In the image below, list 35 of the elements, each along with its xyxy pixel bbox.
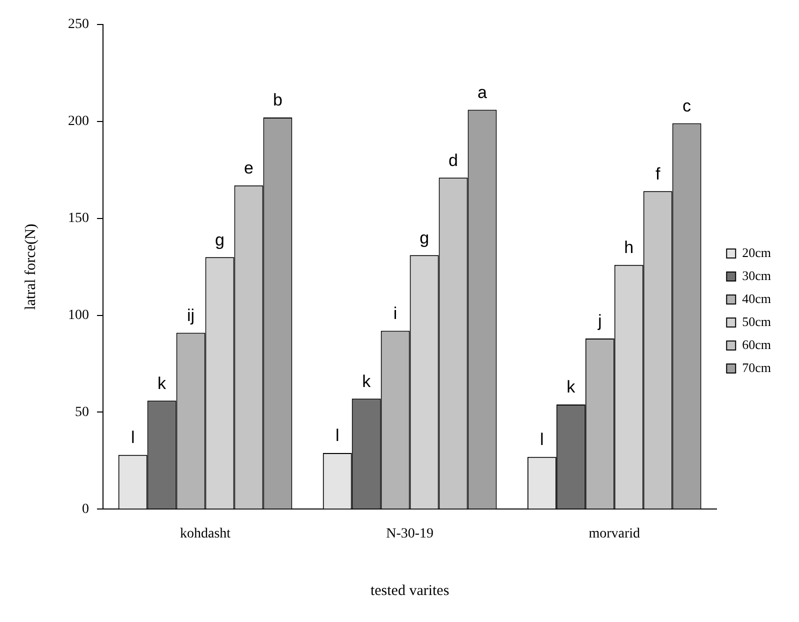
legend-label: 40cm [742,290,772,306]
y-tick-label: 250 [68,17,89,32]
data-label: a [478,82,488,102]
x-axis-title: tested varites [370,582,450,599]
data-label: f [655,164,660,184]
y-tick-label: 150 [68,210,89,226]
x-tick-label: N-30-19 [386,526,434,542]
y-tick-label: 100 [68,308,89,323]
data-label: ij [187,306,195,325]
y-axis-title: latral force(N) [22,224,39,310]
y-tick-label: 0 [82,502,89,517]
data-label: d [448,150,458,170]
data-label: l [540,430,544,450]
data-label: k [158,374,167,393]
data-label: e [244,158,254,178]
data-label: j [596,312,602,331]
x-tick-label: morvarid [588,526,640,542]
data-label: k [362,372,372,391]
data-label: l [130,428,135,448]
data-label: i [393,304,398,323]
data-label: c [682,96,692,116]
legend-label: 60cm [742,336,772,352]
legend-label: 50cm [742,314,772,329]
data-label: h [624,238,634,258]
data-label: g [420,228,430,248]
legend-label: 30cm [742,268,772,283]
x-tick-label: kohdasht [180,526,231,542]
data-label: l [335,426,340,446]
data-label: k [566,378,576,397]
y-tick-label: 50 [75,404,89,420]
data-label: b [272,90,282,110]
y-tick-label: 200 [68,114,89,130]
data-label: g [215,230,224,250]
legend-label: 70cm [742,360,772,375]
legend-label: 20cm [742,244,772,260]
